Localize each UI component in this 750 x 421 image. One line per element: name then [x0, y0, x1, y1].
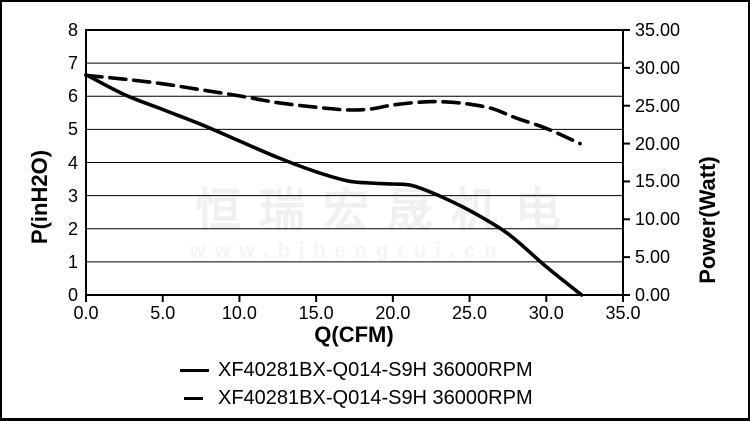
static pressure-curve: [84, 72, 584, 297]
watermark-url-text: www.bjhengrui.cn: [190, 240, 506, 262]
plot-border: [85, 29, 624, 296]
legend-item-power-curve: XF40281BX-Q014-S9H 36000RPM: [180, 384, 533, 412]
legend-item-pressure-curve: XF40281BX-Q014-S9H 36000RPM: [180, 356, 533, 384]
y-left-tick-label: 5: [67, 119, 78, 140]
y-right-tick-label: 10.00: [635, 209, 681, 230]
y-left-tick-label: 7: [67, 53, 78, 74]
y-left-tick-label: 0: [67, 285, 78, 305]
x-tick-label: 10.0: [221, 303, 257, 323]
y-left-tick-label: 1: [67, 251, 78, 272]
x-tick-label: 35.0: [605, 303, 641, 323]
y-right-tick-label: 35.00: [635, 20, 681, 40]
y-right-tick-label: 5.00: [635, 247, 671, 268]
y-left-tick-label: 4: [67, 152, 78, 173]
y-left-tick-label: 8: [67, 20, 78, 40]
power-curve: [84, 73, 582, 146]
y-right-tick-label: 30.00: [635, 57, 681, 78]
x-axis-title: Q(CFM): [314, 322, 394, 347]
legend: XF40281BX-Q014-S9H 36000RPM XF40281BX-Q0…: [180, 356, 533, 412]
legend-label-pressure: XF40281BX-Q014-S9H 36000RPM: [218, 358, 533, 381]
x-tick-label: 0.0: [73, 303, 99, 323]
right-axis-title: Power(Watt): [695, 156, 720, 284]
x-tick-label: 15.0: [298, 303, 334, 323]
y-right-tick-label: 20.00: [635, 133, 681, 154]
x-tick-label: 20.0: [375, 303, 411, 323]
dashed-line-swatch: [184, 396, 203, 400]
y-right-tick-label: 0.00: [635, 285, 671, 305]
y-left-tick-label: 3: [67, 185, 78, 206]
y-left-tick-label: 6: [67, 86, 78, 107]
x-tick-label: 5.0: [150, 303, 176, 323]
y-right-tick-label: 25.00: [635, 95, 681, 116]
x-tick-label: 30.0: [528, 303, 564, 323]
left-axis-title: P(inH2O): [27, 149, 52, 245]
solid-line-swatch: [180, 368, 209, 372]
y-right-tick-label: 15.00: [635, 171, 681, 192]
x-tick-label: 25.0: [452, 303, 488, 323]
y-left-tick-label: 2: [67, 218, 78, 239]
legend-label-power: XF40281BX-Q014-S9H 36000RPM: [218, 386, 533, 409]
